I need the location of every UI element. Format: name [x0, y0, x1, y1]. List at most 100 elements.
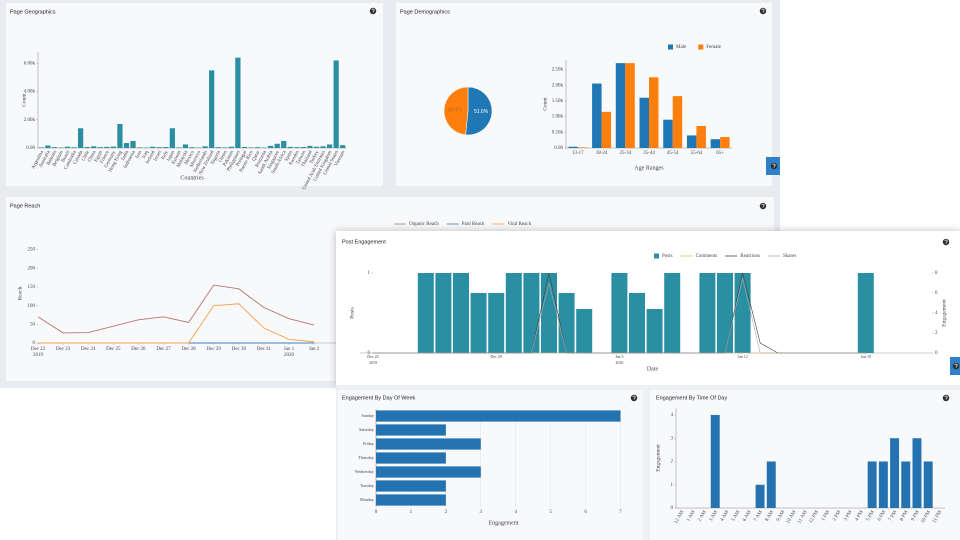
x-tick-label: Spain — [284, 150, 294, 163]
y-axis-label: Count — [21, 93, 27, 107]
x-tick-label: Japan — [166, 150, 176, 163]
x-tick-label: Oman — [218, 150, 228, 164]
panel — [6, 3, 383, 186]
x-tick-label: Dec 30 — [232, 347, 247, 352]
bar — [209, 70, 215, 148]
x-tick-label: 11 PM — [932, 510, 943, 524]
y-tick-label: 0.50k — [552, 130, 564, 135]
bar — [912, 438, 922, 508]
bar — [254, 147, 261, 148]
bar — [435, 273, 452, 353]
x-tick-label: 5 — [549, 510, 552, 515]
y-tick-label: 1 — [368, 271, 371, 276]
chart: 0 50 100 150 200 250 Dec 22 2019 Dec 23 Dec 24 Dec… — [17, 222, 770, 358]
x-tick-label: 18-24 — [596, 151, 608, 156]
x-axis-label: Age Ranges — [634, 165, 664, 171]
bar — [130, 140, 136, 148]
help-icon[interactable] — [942, 238, 950, 246]
help-icon[interactable] — [759, 7, 767, 15]
bar — [717, 273, 733, 353]
x-tick-label: 45-54 — [667, 151, 679, 156]
chart: 0 1 0 2 4 6 8 Dec 22 2019 Dec 29 Jan 5 2020 Jan 12 Ja… — [349, 253, 947, 372]
chart: 0.002.00k4.00k6.00kArgentinaAustraliaBah… — [21, 52, 347, 191]
y-tick-label: 4 — [671, 413, 674, 418]
bar — [340, 145, 346, 148]
x-tick-label: Dec 31 — [257, 347, 272, 352]
x-tick-label: 25-34 — [619, 151, 631, 156]
y-tick-label: Wednesday — [355, 469, 375, 474]
y-tick-label: 2.00k — [24, 118, 36, 123]
y-tick-label: 0.00 — [554, 146, 563, 151]
x-tick-label: 9 PM — [911, 510, 921, 522]
help-icon[interactable] — [630, 394, 638, 402]
y-tick-label: 0 — [368, 351, 371, 356]
bar — [890, 438, 900, 508]
x-tick-label: Canada — [73, 149, 85, 165]
bar — [222, 147, 228, 148]
y-axis-label: Engagement — [655, 444, 661, 472]
bar — [136, 147, 143, 148]
y-tick-label: 6.00k — [24, 61, 36, 66]
x-tick-label: Dec 25 — [106, 347, 121, 352]
bar — [541, 273, 557, 353]
y-tick-label: 100 — [28, 304, 36, 309]
bar — [123, 143, 130, 148]
panel-title: Page Reach — [10, 203, 40, 209]
x-tick-label: Dec 27 — [156, 347, 171, 352]
bar — [686, 135, 697, 148]
bar — [313, 146, 320, 148]
x-tick-label: 13-17 — [572, 151, 584, 156]
y2-tick-label: 2 — [935, 331, 938, 336]
bar — [156, 147, 162, 148]
bar — [625, 63, 635, 149]
x-tick-label: Jan 2 — [309, 347, 320, 352]
x-tick-label: 5 AM — [731, 510, 741, 523]
bar — [568, 146, 578, 148]
x-tick-label: India — [121, 149, 131, 161]
x-tick-label: 12 AM — [674, 510, 686, 525]
chart: 51.6% 48.4% — [443, 86, 493, 136]
legend-label: Reactions — [740, 254, 760, 259]
help-icon[interactable] — [369, 7, 377, 15]
bar — [576, 309, 593, 353]
y-tick-label: 1.50k — [552, 99, 564, 104]
y-tick-label: 2 — [671, 460, 674, 465]
x-tick-label: Dec 28 — [181, 347, 196, 352]
line — [37, 284, 315, 334]
bar — [117, 124, 123, 148]
y-tick-label: 250 — [28, 248, 36, 253]
legend-label: Paid Reach — [462, 222, 485, 227]
bar — [182, 144, 189, 148]
bar — [577, 147, 588, 148]
x-tick-label: 35-44 — [643, 151, 655, 156]
bar — [241, 147, 248, 148]
y-tick-label: 50 — [30, 322, 36, 327]
y-tick-label: 200 — [28, 266, 36, 271]
legend-swatch — [698, 44, 704, 50]
x-tick-label: 7 PM — [888, 510, 898, 522]
x-tick-label: Qatar — [252, 150, 262, 162]
bar — [51, 147, 58, 148]
x-tick-label: 12 PM — [809, 510, 820, 525]
panel-title: Post Engagement — [342, 239, 386, 245]
bar — [84, 147, 90, 148]
y-tick-label: Tuesday — [360, 483, 375, 488]
bar — [376, 452, 446, 464]
slice-label: 48.4% — [448, 108, 463, 114]
y-tick-label: 0.00 — [26, 146, 35, 151]
bar — [307, 145, 313, 148]
x-tick-label: 3 — [480, 510, 483, 515]
help-icon[interactable] — [759, 202, 767, 210]
help-icon[interactable] — [942, 394, 950, 402]
side-tab[interactable] — [950, 357, 960, 375]
bar — [376, 494, 446, 506]
side-tab[interactable] — [766, 157, 780, 175]
bar — [64, 146, 71, 148]
bar — [248, 147, 254, 148]
y-tick-label: 150 — [28, 285, 36, 290]
x-tick-label: 8 PM — [900, 510, 910, 522]
y2-axis-label: Engagement — [941, 299, 947, 327]
bar — [710, 139, 721, 148]
bar — [672, 96, 683, 148]
y-tick-label: 4.00k — [24, 90, 36, 95]
